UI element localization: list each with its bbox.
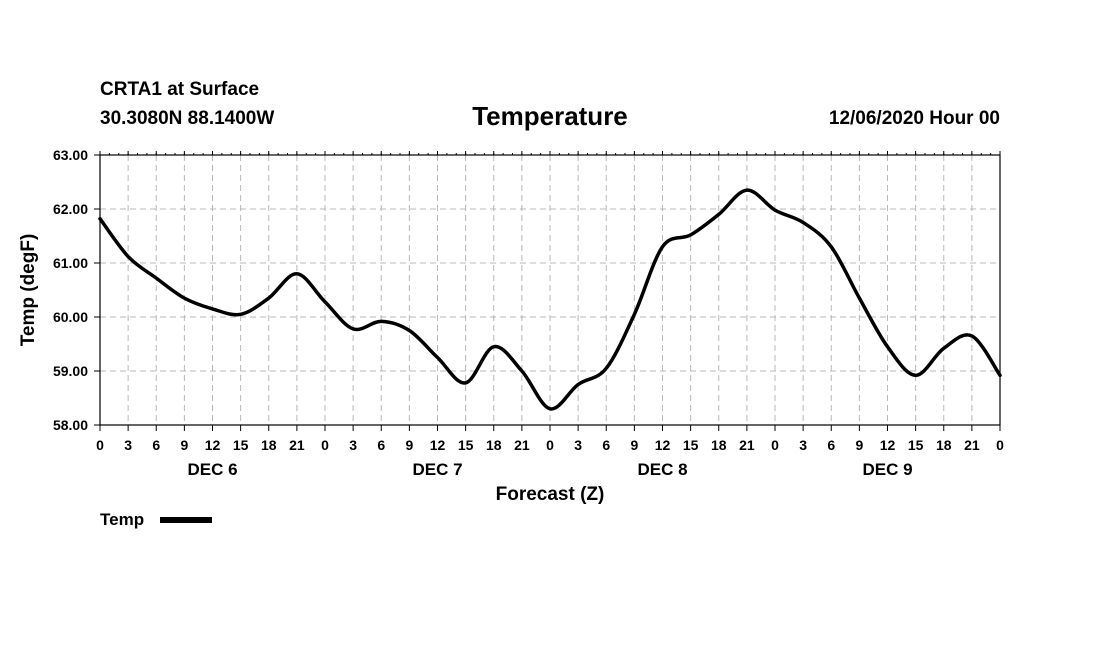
x-tick-label: 18 [261, 437, 277, 453]
y-axis-title: Temp (degF) [18, 234, 39, 347]
x-tick-label: 21 [514, 437, 530, 453]
x-tick-label: 3 [124, 437, 132, 453]
text-layer: CRTA1 at Surface 30.3080N 88.1400W Tempe… [18, 79, 1000, 505]
day-label: DEC 8 [637, 460, 687, 479]
x-tick-label: 9 [855, 437, 863, 453]
x-tick-label: 3 [574, 437, 582, 453]
plot-frame [99, 154, 1001, 426]
grid [100, 155, 1000, 425]
series-layer [98, 188, 1002, 411]
x-tick-label: 0 [996, 437, 1004, 453]
x-tick-label: 3 [349, 437, 357, 453]
legend-label-temp: Temp [100, 510, 144, 529]
x-tick-label: 15 [458, 437, 474, 453]
run-time-label: 12/06/2020 Hour 00 [829, 108, 1000, 129]
x-tick-label: 12 [880, 437, 896, 453]
x-tick-label: 0 [771, 437, 779, 453]
x-tick-label: 21 [964, 437, 980, 453]
y-tick-label: 61.00 [53, 255, 88, 271]
x-tick-label: 6 [377, 437, 385, 453]
y-tick-label: 58.00 [53, 417, 88, 433]
x-axis-title: Forecast (Z) [496, 484, 605, 505]
location-label: 30.3080N 88.1400W [100, 108, 274, 129]
day-label: DEC 7 [412, 460, 462, 479]
x-tick-label: 12 [655, 437, 671, 453]
day-label: DEC 6 [187, 460, 237, 479]
y-tick-label: 62.00 [53, 201, 88, 217]
axes: 58.00 59.00 60.00 61.00 62.00 63.00 0 3 6 9 12 15 18… [53, 147, 1004, 479]
x-tick-label: 6 [827, 437, 835, 453]
x-tick-label: 12 [430, 437, 446, 453]
x-tick-label: 21 [739, 437, 755, 453]
x-tick-label: 15 [908, 437, 924, 453]
x-tick-label: 9 [630, 437, 638, 453]
chart-title: Temperature [472, 101, 628, 131]
x-tick-label: 9 [405, 437, 413, 453]
day-label: DEC 9 [862, 460, 912, 479]
x-tick-label: 18 [711, 437, 727, 453]
y-tick-label: 63.00 [53, 147, 88, 163]
y-tick-label: 60.00 [53, 309, 88, 325]
x-tick-label: 0 [96, 437, 104, 453]
x-tick-label: 15 [683, 437, 699, 453]
x-tick-label: 6 [602, 437, 610, 453]
x-tick-label: 18 [936, 437, 952, 453]
x-tick-label: 15 [233, 437, 249, 453]
x-tick-label: 0 [546, 437, 554, 453]
temp-series-line [98, 188, 1002, 411]
x-tick-label: 3 [799, 437, 807, 453]
x-tick-label: 18 [486, 437, 502, 453]
legend: Temp [100, 510, 212, 529]
x-tick-label: 9 [180, 437, 188, 453]
y-tick-label: 59.00 [53, 363, 88, 379]
x-tick-label: 6 [152, 437, 160, 453]
x-tick-label: 21 [289, 437, 305, 453]
station-label: CRTA1 at Surface [100, 79, 259, 100]
x-tick-label: 12 [205, 437, 221, 453]
x-tick-label: 0 [321, 437, 329, 453]
